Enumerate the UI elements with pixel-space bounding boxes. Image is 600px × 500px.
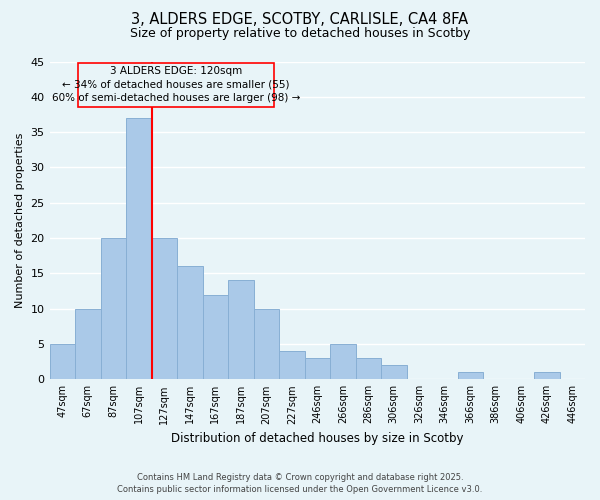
Text: Contains HM Land Registry data © Crown copyright and database right 2025.
Contai: Contains HM Land Registry data © Crown c… — [118, 472, 482, 494]
Bar — [305, 358, 330, 380]
Bar — [228, 280, 254, 380]
X-axis label: Distribution of detached houses by size in Scotby: Distribution of detached houses by size … — [171, 432, 464, 445]
Bar — [101, 238, 126, 380]
Bar — [279, 351, 305, 380]
Bar — [330, 344, 356, 380]
Bar — [381, 365, 407, 380]
Text: 60% of semi-detached houses are larger (98) →: 60% of semi-detached houses are larger (… — [52, 93, 300, 103]
FancyBboxPatch shape — [77, 63, 274, 108]
Bar — [75, 308, 101, 380]
Bar — [50, 344, 75, 380]
Bar — [177, 266, 203, 380]
Bar — [458, 372, 483, 380]
Bar — [126, 118, 152, 380]
Bar — [254, 308, 279, 380]
Text: 3, ALDERS EDGE, SCOTBY, CARLISLE, CA4 8FA: 3, ALDERS EDGE, SCOTBY, CARLISLE, CA4 8F… — [131, 12, 469, 28]
Bar — [534, 372, 560, 380]
Y-axis label: Number of detached properties: Number of detached properties — [15, 132, 25, 308]
Text: 3 ALDERS EDGE: 120sqm: 3 ALDERS EDGE: 120sqm — [110, 66, 242, 76]
Text: Size of property relative to detached houses in Scotby: Size of property relative to detached ho… — [130, 28, 470, 40]
Bar — [356, 358, 381, 380]
Text: ← 34% of detached houses are smaller (55): ← 34% of detached houses are smaller (55… — [62, 80, 290, 90]
Bar — [152, 238, 177, 380]
Bar — [203, 294, 228, 380]
